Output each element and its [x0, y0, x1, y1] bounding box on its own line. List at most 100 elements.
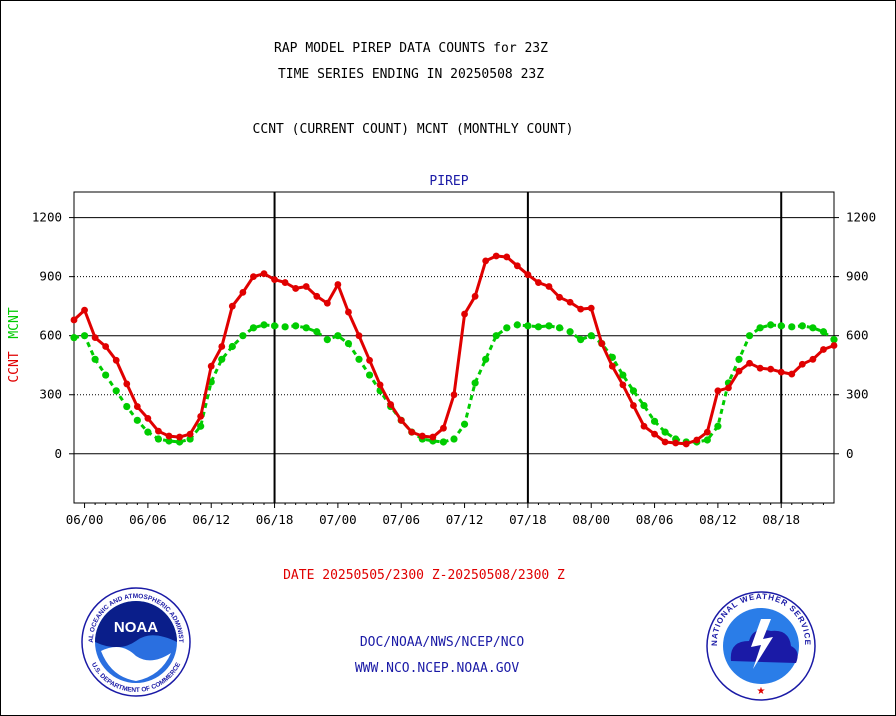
- data-point-ccnt: [345, 308, 352, 316]
- data-point-mcnt: [650, 417, 659, 425]
- data-point-ccnt: [703, 428, 711, 436]
- data-point-mcnt: [492, 332, 500, 340]
- data-point-ccnt: [302, 283, 310, 290]
- series-description: CCNT (CURRENT COUNT) MCNT (MONTHLY COUNT…: [253, 122, 574, 137]
- data-point-mcnt: [640, 401, 648, 410]
- data-point-mcnt: [524, 322, 532, 330]
- data-point-mcnt: [788, 323, 796, 331]
- y-tick-label-left: 900: [39, 269, 62, 284]
- data-point-ccnt: [165, 432, 173, 440]
- plot-area: [73, 191, 835, 504]
- nws-logo: NATIONAL WEATHER SERVICE ★: [706, 591, 816, 701]
- data-point-mcnt: [450, 435, 458, 443]
- data-point-mcnt: [355, 355, 363, 363]
- data-point-ccnt: [429, 433, 437, 441]
- website-link[interactable]: WWW.NCO.NCEP.NOAA.GOV: [355, 661, 520, 676]
- series-mcnt: [70, 321, 838, 446]
- x-tick-label: 06/00: [66, 512, 104, 527]
- x-tick-label: 07/00: [319, 512, 357, 527]
- data-point-ccnt: [387, 401, 395, 408]
- data-point-mcnt: [460, 420, 469, 428]
- data-point-ccnt: [271, 276, 278, 283]
- data-point-ccnt: [239, 288, 247, 296]
- data-point-ccnt: [144, 414, 152, 422]
- x-tick-label: 08/00: [572, 512, 610, 527]
- data-point-ccnt: [556, 293, 563, 301]
- data-point-ccnt: [334, 281, 342, 288]
- data-point-mcnt: [777, 322, 785, 330]
- data-point-ccnt: [809, 355, 817, 363]
- data-point-ccnt: [112, 356, 120, 364]
- data-point-ccnt: [777, 368, 785, 376]
- data-point-ccnt: [197, 412, 205, 420]
- data-point-mcnt: [767, 321, 775, 329]
- x-tick-label: 08/06: [636, 512, 674, 527]
- data-point-mcnt: [566, 328, 574, 336]
- data-point-mcnt: [619, 371, 627, 379]
- data-point-mcnt: [334, 332, 342, 340]
- data-point-mcnt: [830, 336, 838, 344]
- y-tick-label-left: 300: [39, 387, 62, 402]
- series-line-ccnt: [72, 254, 835, 446]
- data-point-ccnt: [640, 422, 648, 430]
- noaa-logo: NOAA NATIONAL OCEANIC AND ATMOSPHERIC AD…: [1, 1, 191, 697]
- data-point-ccnt: [788, 370, 796, 378]
- data-point-ccnt: [281, 279, 289, 286]
- data-point-ccnt: [798, 360, 806, 368]
- y-tick-label-left: 600: [39, 328, 62, 343]
- y-tick-labels: 0 0 300 300 600 600 900 900 1200 1200: [32, 210, 876, 461]
- data-point-ccnt: [355, 332, 363, 340]
- data-point-mcnt: [186, 435, 194, 443]
- data-point-mcnt: [534, 323, 543, 331]
- data-point-ccnt: [608, 362, 616, 370]
- data-point-ccnt: [471, 292, 479, 300]
- data-point-ccnt: [820, 346, 827, 353]
- data-point-ccnt: [682, 440, 690, 448]
- data-point-mcnt: [703, 436, 711, 444]
- data-point-ccnt: [545, 283, 553, 290]
- data-point-ccnt: [218, 343, 226, 350]
- data-point-ccnt: [70, 316, 78, 324]
- data-point-ccnt: [260, 270, 268, 278]
- data-point-ccnt: [513, 262, 521, 270]
- data-point-mcnt: [439, 438, 448, 446]
- y-tick-label-left: 1200: [32, 210, 62, 225]
- data-point-mcnt: [133, 416, 141, 424]
- org-text: DOC/NOAA/NWS/NCEP/NCO: [360, 635, 525, 650]
- panel-title: PIREP: [429, 174, 468, 189]
- data-point-mcnt: [323, 336, 331, 344]
- y-tick-label-left: 0: [54, 446, 62, 461]
- data-point-ccnt: [630, 402, 637, 409]
- data-point-mcnt: [154, 435, 163, 443]
- data-point-ccnt: [397, 416, 405, 424]
- data-point-mcnt: [249, 324, 258, 332]
- data-point-ccnt: [440, 424, 447, 432]
- data-point-ccnt: [155, 427, 162, 435]
- data-point-ccnt: [830, 342, 838, 349]
- data-point-mcnt: [197, 422, 205, 430]
- data-point-mcnt: [577, 336, 585, 344]
- data-point-mcnt: [165, 437, 173, 445]
- x-tick-label: 06/18: [256, 512, 294, 527]
- data-point-ccnt: [228, 302, 236, 310]
- data-point-ccnt: [587, 304, 595, 312]
- data-point-ccnt: [714, 387, 722, 395]
- data-point-mcnt: [70, 334, 78, 342]
- x-tick-label: 08/18: [762, 512, 800, 527]
- data-point-ccnt: [756, 364, 764, 372]
- data-point-mcnt: [545, 322, 553, 330]
- data-point-mcnt: [91, 355, 99, 363]
- data-point-ccnt: [482, 257, 490, 265]
- data-point-ccnt: [418, 432, 426, 440]
- svg-text:NATIONAL OCEANIC AND ATMOSPHER: NATIONAL OCEANIC AND ATMOSPHERIC ADMINIS…: [1, 1, 184, 643]
- data-point-mcnt: [313, 328, 321, 336]
- y-axis-label-mcnt: MCNT: [7, 307, 22, 338]
- x-tick-label: 06/12: [192, 512, 230, 527]
- data-point-mcnt: [102, 371, 110, 379]
- data-point-ccnt: [186, 430, 194, 438]
- data-point-ccnt: [408, 428, 416, 436]
- gridlines: [74, 192, 834, 503]
- data-point-ccnt: [207, 362, 215, 370]
